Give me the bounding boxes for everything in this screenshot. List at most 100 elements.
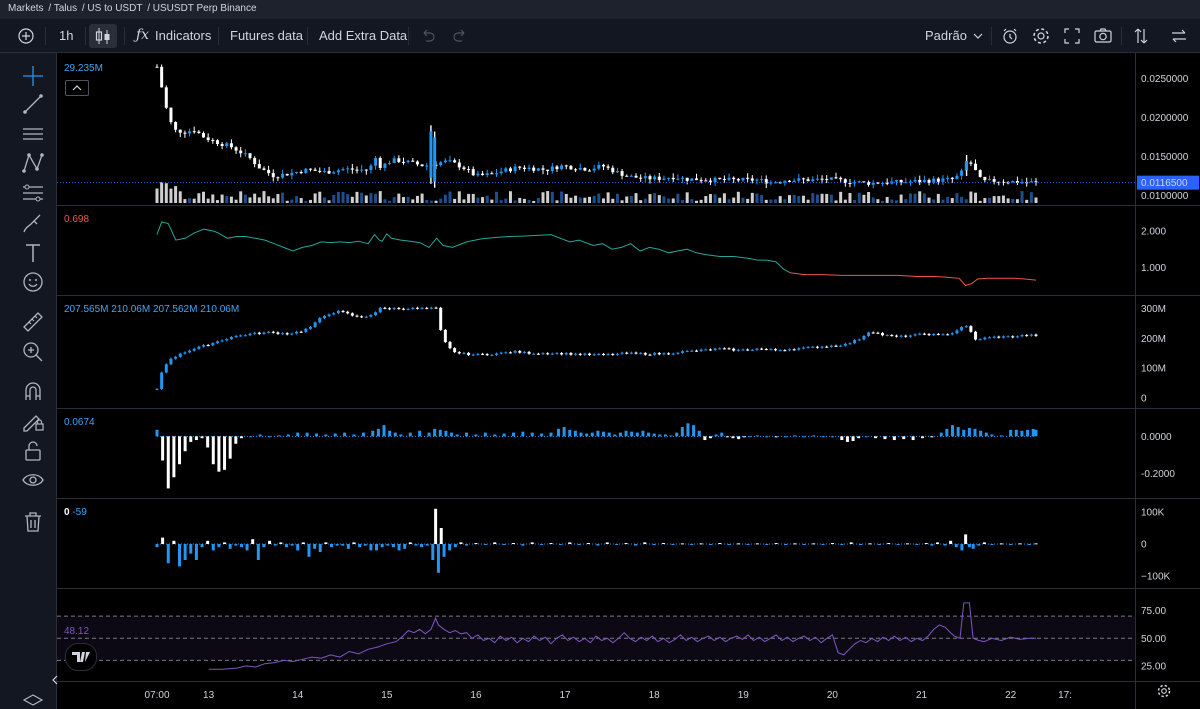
price-candle: [848, 182, 852, 184]
price-volume-bar: [527, 200, 531, 203]
chevron-down-icon[interactable]: [973, 32, 983, 40]
price-volume-bar: [950, 198, 954, 203]
hist2-bar: [746, 544, 750, 545]
price-volume-bar: [541, 192, 545, 203]
price-candle: [453, 160, 457, 163]
price-candle: [271, 173, 275, 178]
oi-candle: [1034, 334, 1038, 336]
collapse-button[interactable]: [65, 80, 89, 96]
price-candle: [899, 180, 903, 183]
oi-candle: [983, 337, 987, 340]
compare-icon[interactable]: [1133, 27, 1149, 45]
brush-icon[interactable]: [20, 210, 46, 236]
trendline-icon[interactable]: [20, 91, 46, 117]
x-tick-label: 16: [470, 690, 482, 701]
ruler-icon[interactable]: [20, 309, 46, 335]
indicators-button[interactable]: Indicators: [155, 28, 212, 43]
text-icon[interactable]: [20, 240, 46, 266]
oi-candle: [746, 349, 750, 351]
y-tick-label: 0.0000: [1141, 432, 1172, 443]
hist2-bar: [868, 543, 872, 545]
price-candle: [401, 161, 405, 163]
lock-draw-icon[interactable]: [20, 408, 46, 434]
layers-icon[interactable]: [22, 693, 44, 709]
price-volume-bar: [499, 200, 503, 203]
hist1-bar: [635, 432, 639, 437]
futures-data-button[interactable]: Futures data: [230, 28, 303, 43]
hist1-bar: [857, 436, 861, 439]
interval-button[interactable]: 1h: [59, 28, 74, 43]
oi-candle: [908, 335, 912, 337]
price-volume-bar: [355, 191, 359, 203]
oi-candle: [620, 352, 624, 354]
emoji-icon[interactable]: [20, 269, 46, 295]
chart-area[interactable]: 0.0250000 0.0200000 0.0150000 0.0100000 0.01…: [52, 53, 1200, 709]
oi-candle: [801, 347, 805, 349]
price-volume-bar: [415, 195, 419, 203]
oi-candle: [508, 352, 512, 354]
price-volume-bar: [164, 183, 168, 203]
unlock-icon[interactable]: [20, 438, 46, 464]
trash-icon[interactable]: [20, 509, 46, 535]
zoom-in-icon[interactable]: [20, 339, 46, 365]
hist2-bar: [737, 543, 741, 545]
parallel-lines-icon[interactable]: [20, 121, 46, 147]
price-spike-candle: [965, 160, 969, 171]
price-volume-bar: [722, 193, 726, 203]
price-volume-bar: [825, 193, 829, 203]
oi-candle: [997, 336, 1001, 338]
price-volume-bar: [699, 199, 703, 203]
alert-icon[interactable]: [1000, 26, 1020, 46]
price-volume-bar: [913, 193, 917, 203]
eye-icon[interactable]: [20, 467, 46, 493]
price-candle: [713, 177, 717, 182]
hist1-bar: [234, 436, 238, 444]
hist1-bar: [784, 436, 788, 438]
pattern-icon[interactable]: [20, 150, 46, 176]
price-candle: [974, 163, 978, 171]
redo-icon[interactable]: [452, 29, 468, 43]
axis-settings-icon[interactable]: [1156, 683, 1172, 699]
breadcrumb-talus[interactable]: Talus: [53, 3, 78, 14]
price-candle: [332, 172, 336, 174]
hist1-bar: [239, 436, 243, 439]
chart-canvas[interactable]: 0.0250000 0.0200000 0.0150000 0.0100000 0.01…: [57, 53, 1200, 709]
fx-icon[interactable]: ƒx: [136, 27, 150, 43]
template-selector[interactable]: Padrão: [925, 28, 967, 43]
hist2-bar: [615, 544, 619, 545]
fullscreen-icon[interactable]: [1063, 27, 1081, 45]
undo-icon[interactable]: [420, 29, 436, 43]
hist2-bar: [643, 542, 647, 544]
breadcrumb-pair[interactable]: US to USDT: [87, 3, 143, 14]
candles-icon[interactable]: [89, 24, 117, 48]
oi-candle: [671, 353, 675, 355]
hist1-bar: [652, 433, 656, 437]
hist1-bar: [585, 433, 589, 437]
camera-icon[interactable]: [1093, 27, 1113, 45]
fib-icon[interactable]: [20, 180, 46, 206]
price-candle: [415, 161, 419, 165]
oi-candle: [643, 353, 647, 355]
price-volume-bar: [876, 199, 880, 203]
hist1-bar: [371, 430, 375, 437]
gear-icon[interactable]: [1031, 26, 1051, 46]
plus-icon[interactable]: [17, 27, 35, 45]
price-volume-bar: [1025, 199, 1029, 203]
breadcrumb-markets[interactable]: Markets: [8, 3, 44, 14]
magnet-icon[interactable]: [20, 378, 46, 404]
oi-candle: [788, 349, 792, 351]
crosshair-icon[interactable]: [20, 63, 46, 89]
oi-candle: [550, 353, 554, 355]
price-candle: [485, 173, 489, 176]
swap-icon[interactable]: [1170, 28, 1188, 44]
price-candle: [950, 177, 954, 179]
add-extra-data-button[interactable]: Add Extra Data: [319, 28, 408, 43]
hist1-bar: [624, 430, 628, 437]
price-volume-bar: [727, 199, 731, 203]
price-candle: [811, 179, 815, 182]
hist2-bar: [690, 544, 694, 545]
y-tick-label: 100M: [1141, 364, 1166, 375]
hist2-bar: [1034, 543, 1038, 545]
scroll-left-icon[interactable]: [50, 670, 60, 690]
price-candle: [894, 180, 898, 182]
